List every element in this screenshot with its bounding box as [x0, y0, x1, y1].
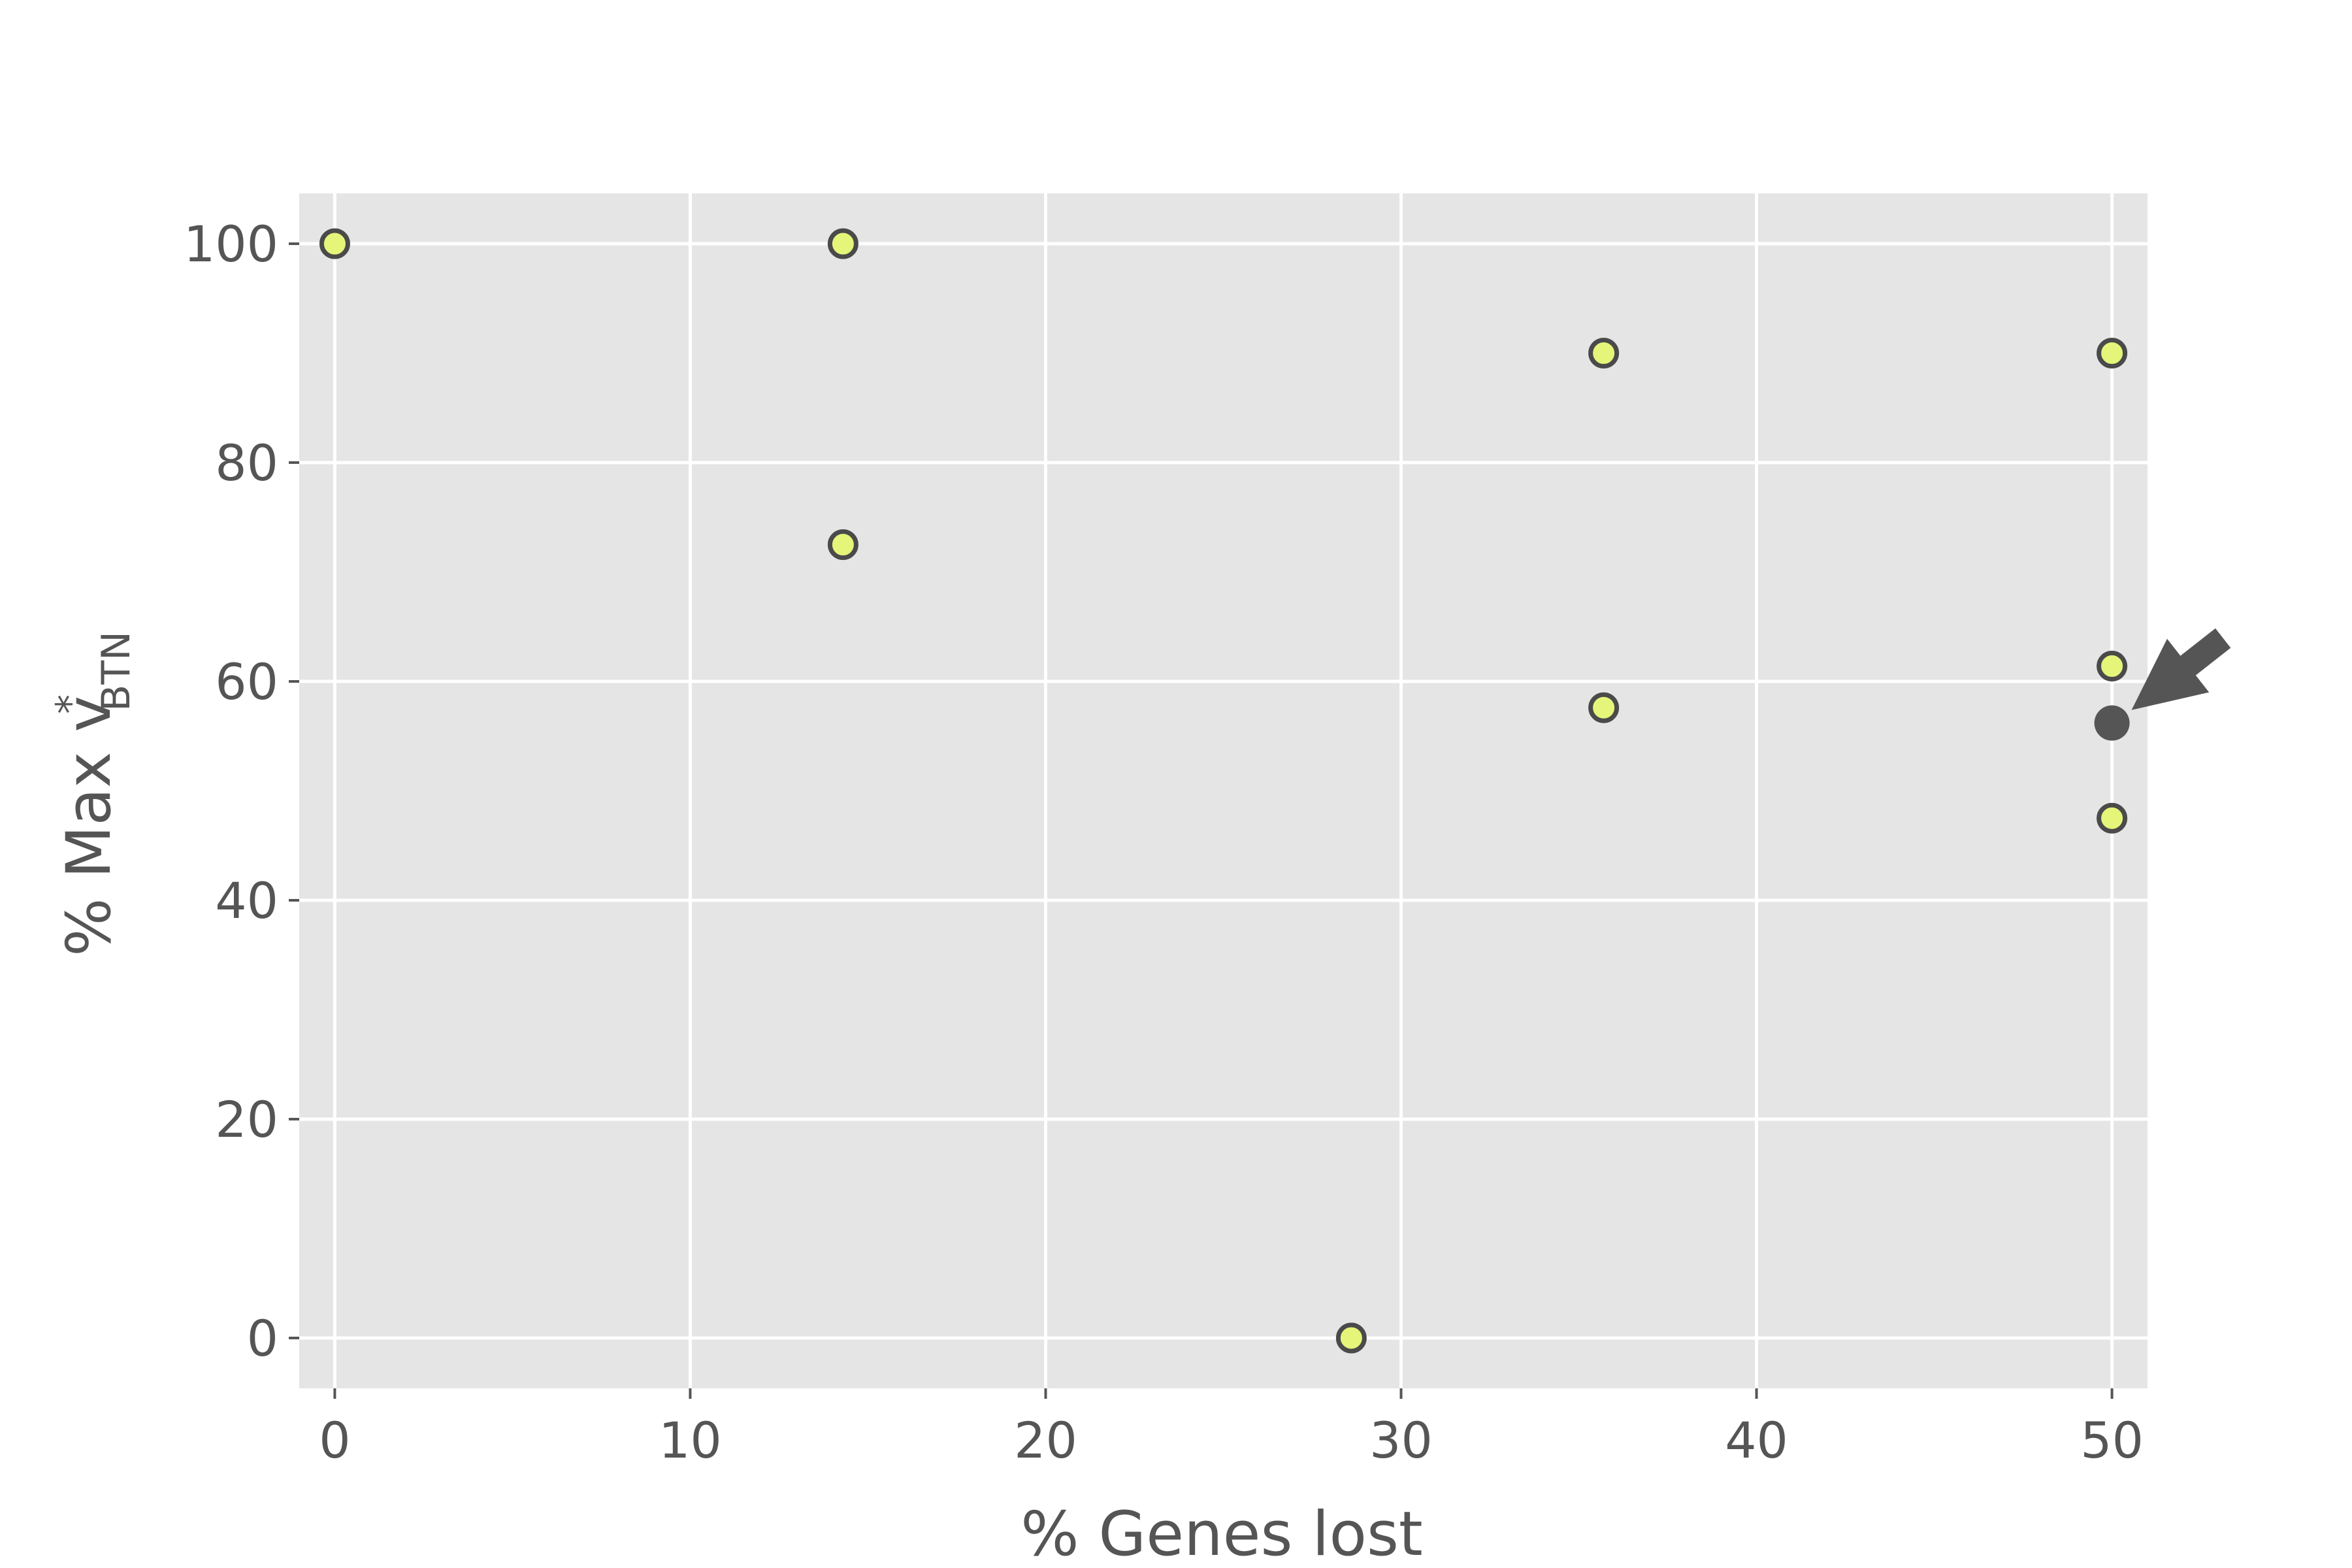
- x-tick-label: 30: [1369, 1411, 1433, 1469]
- y-axis-label-main: % Max v: [54, 696, 125, 956]
- data-points: [319, 228, 2130, 1354]
- axis-ticks: 0 10 20 30 40 50 0 20 40 60 80 100: [184, 215, 2144, 1469]
- highlighted-data-point: [2094, 705, 2130, 741]
- y-tick-label: 20: [215, 1090, 278, 1149]
- y-tick-label: 100: [184, 215, 278, 273]
- grid-lines: [299, 193, 2148, 1388]
- data-point: [1335, 1322, 1367, 1354]
- data-point: [319, 228, 350, 259]
- x-axis-label: % Genes lost: [1021, 1499, 1423, 1568]
- data-point: [2097, 802, 2128, 834]
- y-axis-label-subscript: BTN: [93, 631, 139, 711]
- y-tick-label: 60: [215, 653, 278, 711]
- x-tick-label: 40: [1725, 1411, 1788, 1469]
- y-tick-label: 40: [215, 872, 278, 930]
- x-tick-label: 0: [319, 1411, 350, 1469]
- data-point: [2097, 651, 2128, 682]
- y-tick-label: 0: [247, 1309, 278, 1367]
- data-point: [2097, 338, 2128, 369]
- y-axis-label: % Max v*BTN: [48, 631, 139, 956]
- x-tick-label: 20: [1014, 1411, 1077, 1469]
- y-tick-label: 80: [215, 434, 278, 492]
- data-point: [827, 228, 858, 259]
- data-point: [1588, 692, 1620, 723]
- plot-area-background: [299, 193, 2148, 1388]
- x-tick-label: 10: [659, 1411, 722, 1469]
- y-axis-label-superscript: *: [48, 694, 93, 714]
- x-tick-label: 50: [2080, 1411, 2144, 1469]
- data-point: [827, 529, 858, 561]
- data-point: [1588, 338, 1620, 369]
- annotation-layer: [2131, 628, 2231, 710]
- annotation-arrow: [2131, 628, 2231, 710]
